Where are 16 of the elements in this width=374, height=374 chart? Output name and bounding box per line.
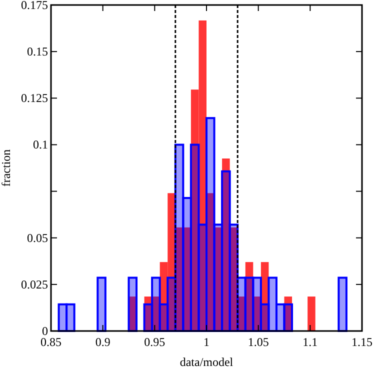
y-tick-label: 0.125 — [21, 91, 48, 106]
y-tick-label: 0.15 — [27, 44, 48, 59]
x-axis-title: data/model — [180, 355, 234, 369]
y-tick-label: 0 — [42, 324, 48, 338]
y-tick-label: 0.1 — [33, 138, 48, 152]
y-tick-label: 0.05 — [27, 230, 48, 245]
y-tick-label: 0.175 — [21, 0, 48, 12]
x-tick-label: 1.1 — [302, 335, 318, 349]
x-tick-label: 1.05 — [248, 335, 269, 349]
x-tick-label: 0.95 — [144, 335, 166, 349]
y-axis-title: fraction — [0, 149, 13, 187]
y-tick-label: 0.025 — [21, 277, 48, 292]
x-tick-label: 1 — [204, 335, 210, 349]
x-tick-label: 0.9 — [95, 335, 110, 349]
x-tick-label: 1.15 — [352, 335, 372, 349]
x-tick-label: 0.85 — [40, 335, 62, 349]
